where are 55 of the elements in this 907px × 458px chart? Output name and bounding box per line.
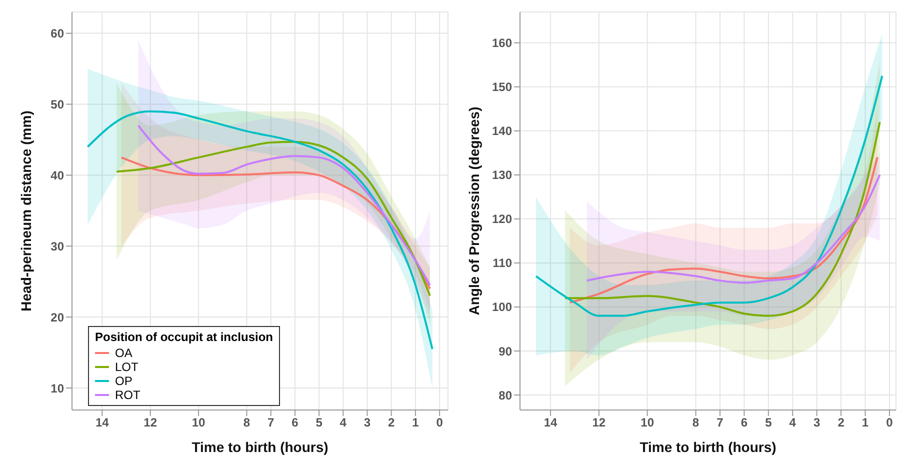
- x-tick-label: 5: [316, 416, 323, 430]
- x-tick-label: 8: [692, 416, 700, 430]
- line-series: [586, 174, 881, 284]
- x-tick-label: 10: [192, 416, 206, 430]
- x-tick-label: 0: [436, 416, 444, 430]
- x-tick-label: 6: [292, 416, 299, 430]
- y-axis-title: Angle of Progression (degrees): [466, 106, 482, 316]
- y-tick-label: 120: [492, 212, 512, 226]
- x-tick-label: 8: [243, 416, 250, 430]
- x-axis-title: Time to birth (hours): [640, 439, 776, 455]
- x-tick-label: 2: [388, 416, 396, 430]
- legend-title: Position of occupit at inclusion: [95, 330, 274, 344]
- y-tick-label: 20: [50, 310, 64, 324]
- x-tick-label: 3: [364, 416, 371, 430]
- y-tick-label: 40: [50, 168, 64, 182]
- legend-label: LOT: [115, 360, 138, 374]
- line-series: [137, 124, 431, 286]
- x-tick-label: 6: [740, 416, 748, 430]
- x-tick-label: 4: [789, 416, 796, 430]
- x-tick-label: 0: [886, 416, 894, 430]
- y-tick-label: 30: [50, 239, 64, 254]
- x-tick-label: 12: [592, 416, 606, 430]
- legend-label: OA: [115, 346, 132, 360]
- legend-label: OP: [115, 374, 132, 388]
- y-tick-label: 160: [492, 36, 512, 50]
- y-tick-label: 140: [492, 124, 512, 138]
- x-tick-label: 7: [716, 416, 724, 430]
- y-tick-label: 150: [492, 80, 512, 94]
- x-tick-label: 12: [144, 416, 158, 430]
- line-series: [564, 121, 881, 317]
- line-series: [116, 140, 431, 297]
- line-series: [534, 74, 884, 317]
- legend-label: ROT: [115, 388, 140, 402]
- x-tick-label: 14: [95, 416, 110, 430]
- x-tick-label: 14: [544, 416, 558, 430]
- x-tick-label: 2: [838, 416, 845, 430]
- x-tick-label: 4: [340, 416, 347, 430]
- x-tick-label: 1: [412, 416, 420, 430]
- y-tick-label: 110: [492, 256, 512, 270]
- y-tick-label: 10: [50, 381, 64, 396]
- y-tick-label: 130: [492, 168, 512, 182]
- line-series: [568, 156, 878, 304]
- y-tick-label: 60: [50, 26, 64, 41]
- y-tick-label: 90: [498, 344, 512, 358]
- x-tick-label: 3: [813, 416, 820, 430]
- x-axis-title: Time to birth (hours): [192, 439, 328, 455]
- y-tick-label: 100: [492, 300, 512, 314]
- x-tick-label: 10: [640, 416, 654, 430]
- x-tick-label: 5: [765, 416, 772, 430]
- y-axis-title: Head-perineum distance (mm): [18, 110, 34, 312]
- x-tick-label: 7: [268, 416, 274, 430]
- y-tick-label: 80: [498, 388, 512, 402]
- line-series: [86, 110, 434, 350]
- x-tick-label: 1: [862, 416, 869, 430]
- y-tick-label: 50: [50, 97, 64, 112]
